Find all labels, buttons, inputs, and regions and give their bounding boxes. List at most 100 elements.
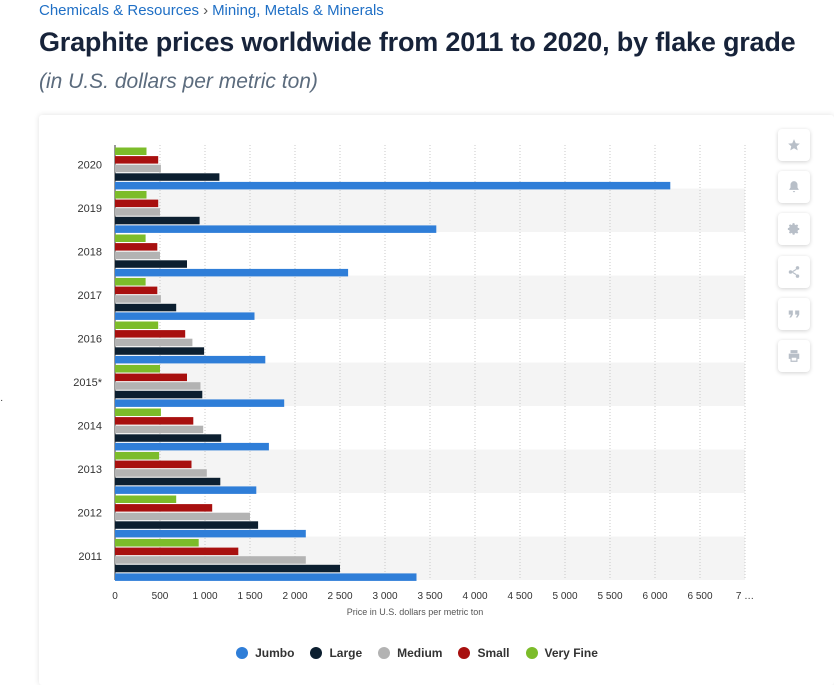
x-tick-label: 2 500 [327, 591, 352, 602]
y-tick-label: 2011 [78, 551, 102, 563]
bar-jumbo[interactable] [115, 225, 437, 233]
bar-small[interactable] [115, 199, 159, 208]
bar-very-fine[interactable] [115, 365, 160, 373]
share-button[interactable] [778, 256, 810, 288]
bar-large[interactable] [115, 564, 340, 573]
favorite-button[interactable] [778, 129, 810, 161]
bar-medium[interactable] [115, 469, 207, 477]
bar-medium[interactable] [115, 208, 160, 216]
legend-label: Small [477, 646, 510, 660]
bar-jumbo[interactable] [115, 442, 269, 451]
y-tick-label: 2012 [78, 508, 102, 520]
bar-small[interactable] [115, 547, 239, 556]
x-tick-label: 6 000 [642, 591, 667, 602]
page-subtitle: (in U.S. dollars per metric ton) [39, 70, 318, 93]
bar-small[interactable] [115, 286, 158, 295]
bar-large[interactable] [115, 477, 221, 486]
legend-item-large[interactable]: Large [310, 646, 362, 660]
settings-button[interactable] [778, 213, 810, 245]
print-icon [788, 350, 800, 362]
share-icon [788, 266, 800, 278]
x-tick-label: 3 000 [372, 591, 397, 602]
legend-marker [378, 647, 391, 659]
quote-icon [788, 310, 800, 318]
bar-jumbo[interactable] [115, 268, 349, 277]
breadcrumb-link-mining[interactable]: Mining, Metals & Minerals [212, 2, 384, 19]
bar-jumbo[interactable] [115, 486, 257, 494]
legend-marker [525, 647, 538, 659]
bar-jumbo[interactable] [115, 312, 255, 320]
notification-button[interactable] [778, 171, 810, 203]
bar-medium[interactable] [115, 251, 160, 260]
bar-large[interactable] [115, 521, 259, 529]
legend-item-very-fine[interactable]: Very Fine [525, 646, 598, 660]
y-tick-label: 2016 [78, 334, 102, 346]
category-band [115, 188, 745, 232]
category-band [115, 275, 745, 319]
bar-large[interactable] [115, 216, 200, 225]
bar-very-fine[interactable] [115, 408, 161, 417]
bar-jumbo[interactable] [115, 355, 266, 364]
gear-icon [787, 223, 800, 235]
bar-medium[interactable] [115, 382, 201, 390]
bar-medium[interactable] [115, 295, 161, 303]
legend-label: Jumbo [255, 646, 295, 660]
edge-marker: · [0, 395, 4, 406]
bar-small[interactable] [115, 460, 192, 469]
x-tick-label: 0 [112, 591, 118, 602]
x-tick-label: 5 000 [552, 591, 577, 602]
bar-very-fine[interactable] [115, 147, 147, 156]
breadcrumb: Chemicals & Resources › Mining, Metals & M… [39, 2, 384, 19]
bar-medium[interactable] [115, 164, 161, 173]
x-tick-label: 5 500 [597, 591, 622, 602]
breadcrumb-link-chemicals[interactable]: Chemicals & Resources [39, 2, 200, 19]
x-tick-label: 7 … [736, 591, 754, 602]
bar-small[interactable] [115, 504, 213, 512]
y-tick-label: 2018 [78, 247, 102, 259]
category-band [115, 362, 745, 406]
bar-large[interactable] [115, 173, 220, 181]
legend-marker [458, 647, 471, 659]
bar-medium[interactable] [115, 512, 250, 521]
bar-medium[interactable] [115, 425, 204, 434]
bar-very-fine[interactable] [115, 278, 146, 286]
bar-jumbo[interactable] [115, 573, 417, 581]
bar-very-fine[interactable] [115, 191, 147, 199]
x-tick-label: 4 500 [507, 591, 532, 602]
bar-small[interactable] [115, 330, 186, 338]
x-tick-label: 2 000 [282, 591, 307, 602]
bar-small[interactable] [115, 373, 187, 382]
bar-medium[interactable] [115, 556, 306, 564]
print-button[interactable] [778, 340, 810, 372]
legend-item-jumbo[interactable]: Jumbo [236, 646, 294, 660]
bar-small[interactable] [115, 243, 158, 251]
category-band [115, 449, 745, 493]
x-tick-label: 4 000 [462, 591, 487, 602]
bar-jumbo[interactable] [115, 529, 306, 538]
bar-large[interactable] [115, 260, 187, 268]
chart-legend: Jumbo Large Medium Small Very Fine [0, 646, 834, 660]
bar-very-fine[interactable] [115, 539, 199, 547]
bar-very-fine[interactable] [115, 321, 159, 330]
x-tick-label: 1 000 [192, 591, 217, 602]
bar-large[interactable] [115, 303, 177, 312]
bar-large[interactable] [115, 390, 203, 399]
legend-item-medium[interactable]: Medium [378, 646, 442, 660]
x-tick-label: 3 500 [417, 591, 442, 602]
bar-very-fine[interactable] [115, 452, 160, 460]
bar-very-fine[interactable] [115, 234, 146, 243]
bar-large[interactable] [115, 347, 205, 355]
bar-very-fine[interactable] [115, 495, 177, 504]
y-tick-label: 2013 [78, 464, 102, 476]
y-tick-label: 2014 [78, 421, 102, 433]
y-tick-label: 2015* [73, 377, 102, 389]
cite-button[interactable] [778, 298, 810, 330]
bar-large[interactable] [115, 434, 222, 442]
legend-item-small[interactable]: Small [458, 646, 510, 660]
page-title: Graphite prices worldwide from 2011 to 2… [39, 27, 796, 57]
bar-medium[interactable] [115, 338, 193, 347]
bar-jumbo[interactable] [115, 181, 671, 190]
bar-small[interactable] [115, 156, 159, 164]
bar-small[interactable] [115, 417, 194, 425]
bar-jumbo[interactable] [115, 399, 285, 407]
